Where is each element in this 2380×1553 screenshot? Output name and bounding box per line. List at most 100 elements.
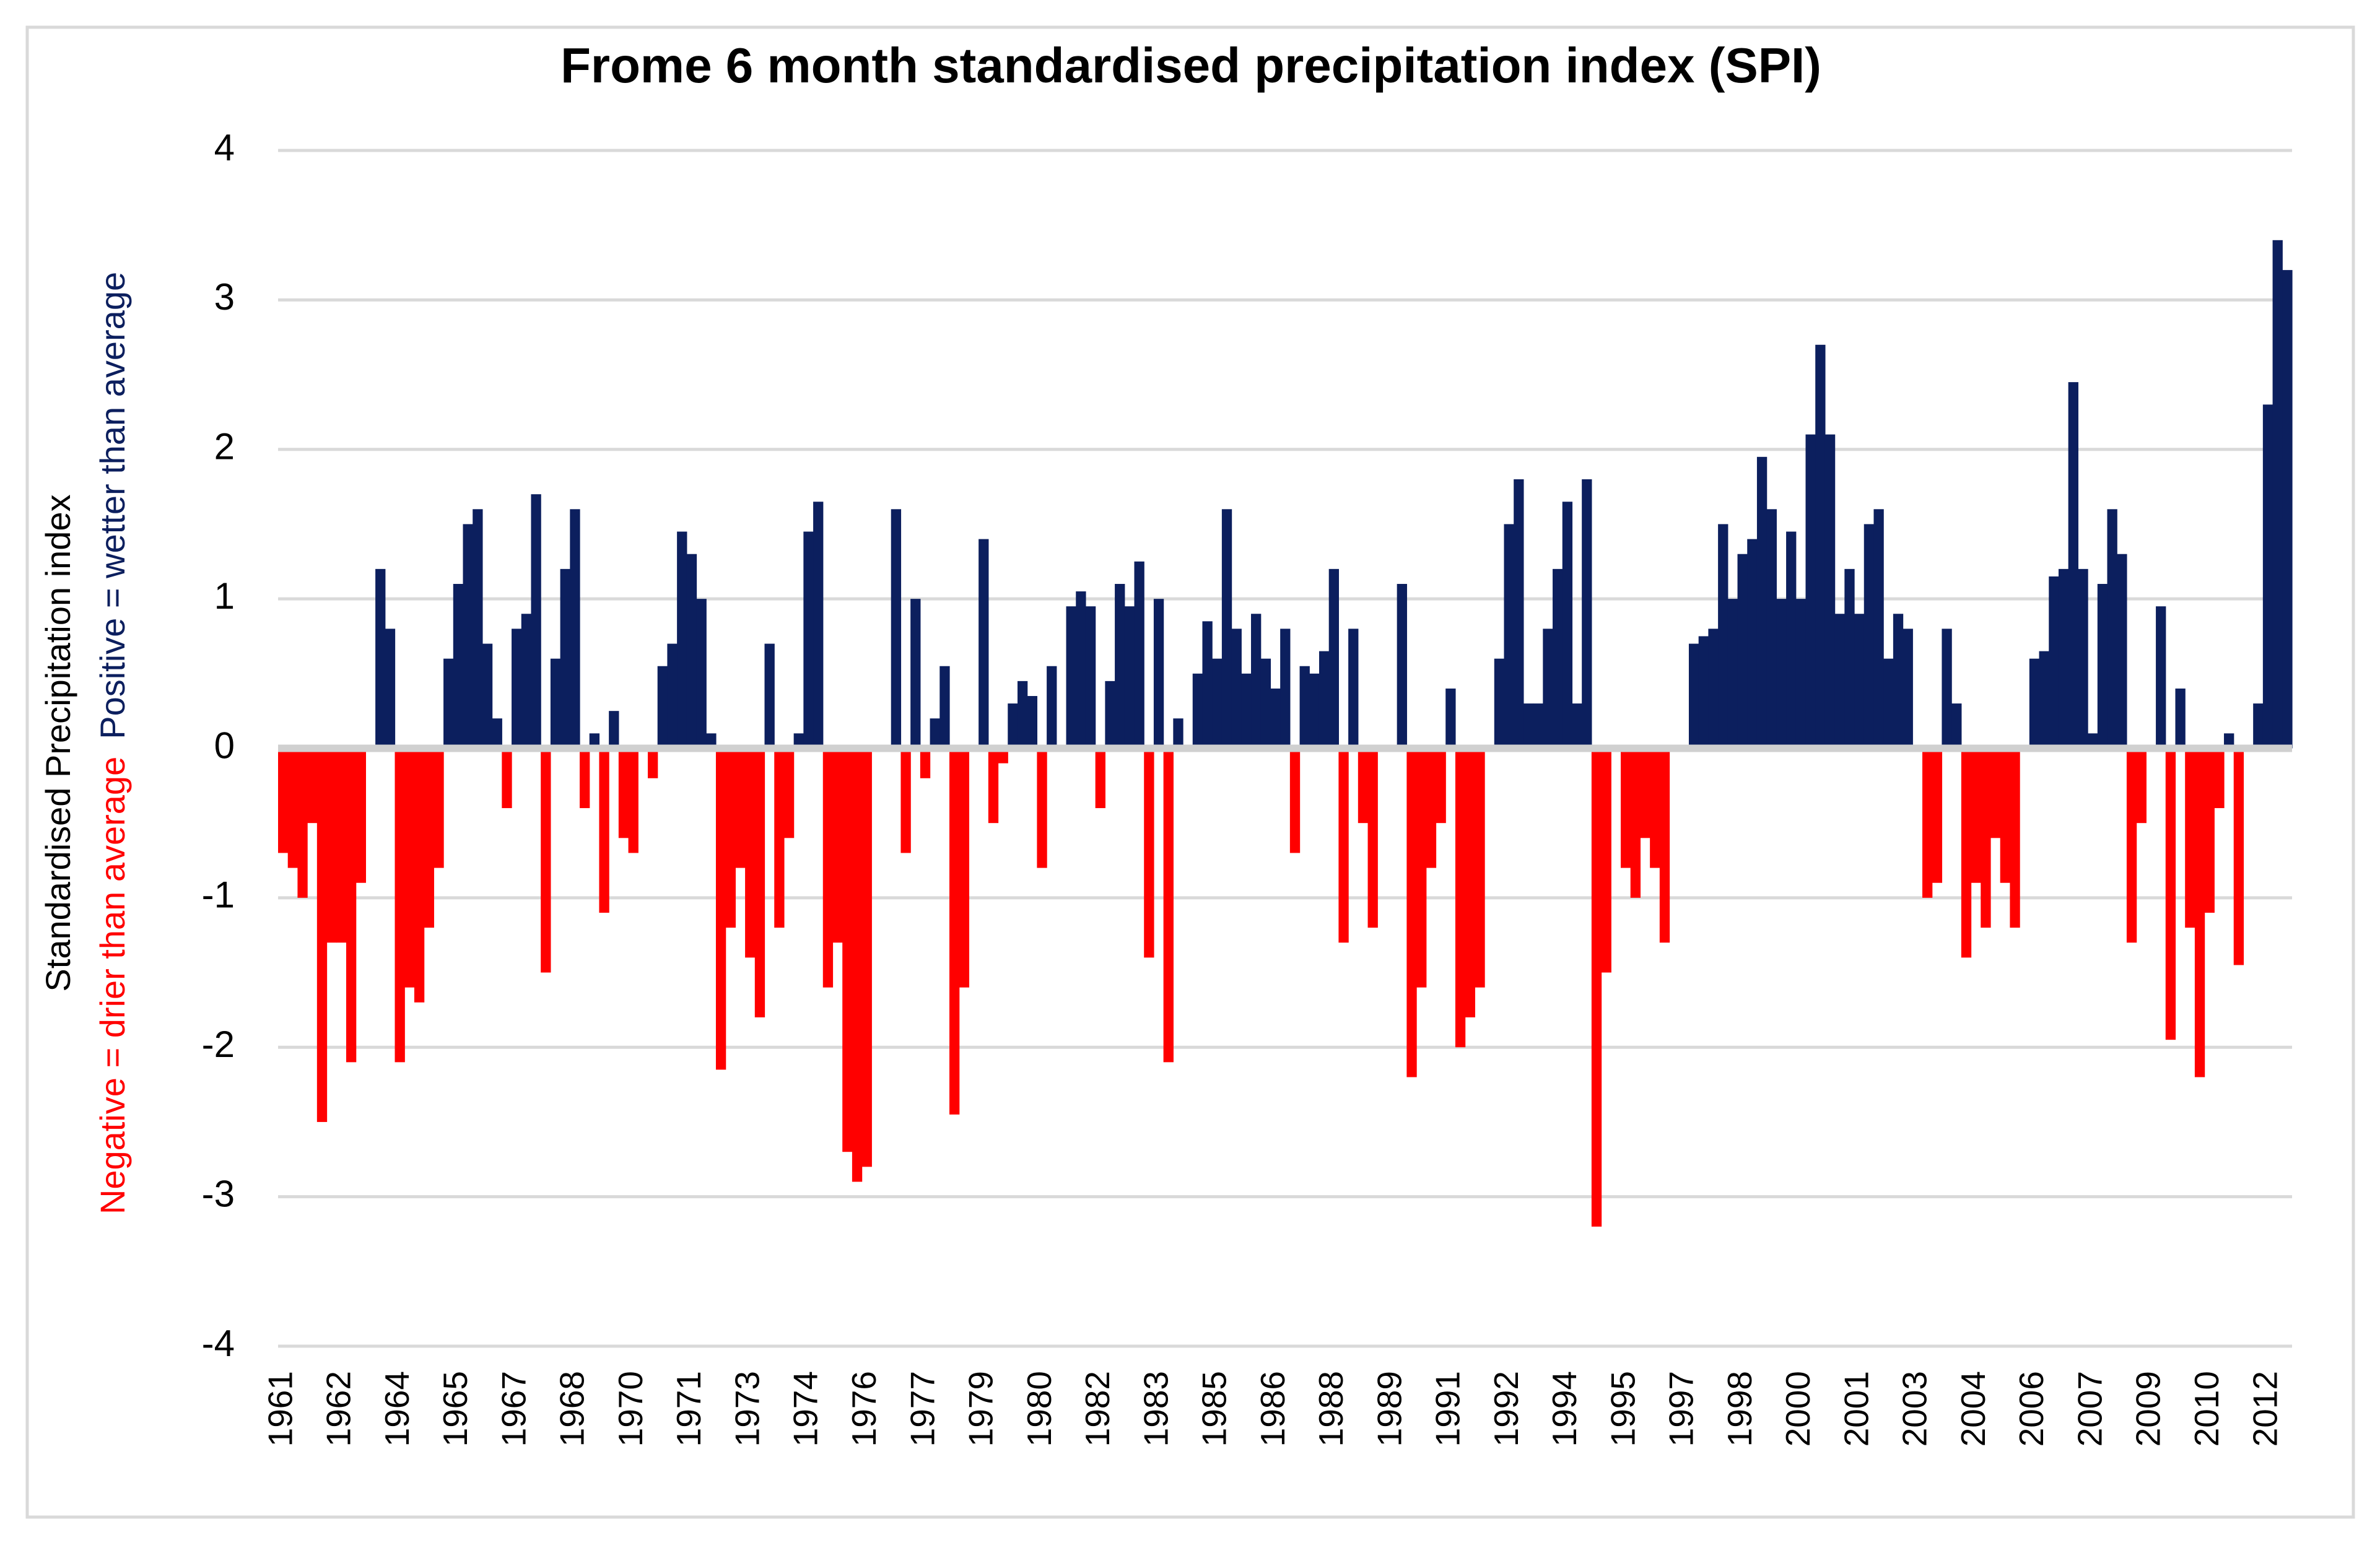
bar <box>1718 524 1728 749</box>
bar <box>1640 748 1650 838</box>
bar <box>2214 748 2225 809</box>
bar <box>2175 688 2186 749</box>
bar <box>2097 583 2108 749</box>
bar <box>1747 539 1758 749</box>
bar <box>783 748 795 838</box>
bar <box>813 502 824 749</box>
y-tick-label: -4 <box>202 1323 235 1364</box>
bar <box>686 554 697 749</box>
bar <box>939 666 950 749</box>
bar <box>1017 681 1028 749</box>
bar <box>1289 748 1301 853</box>
x-tick-label: 1976 <box>845 1371 883 1446</box>
bar <box>1621 748 1631 868</box>
bar <box>1192 673 1203 749</box>
bar <box>1231 629 1242 749</box>
x-tick-label: 1977 <box>903 1371 941 1446</box>
bar <box>998 748 1008 763</box>
bar <box>2282 270 2293 749</box>
bar <box>2107 509 2117 749</box>
bar <box>861 748 872 1167</box>
bar <box>453 583 464 749</box>
bar <box>375 568 386 749</box>
x-tick-label: 1962 <box>320 1371 358 1446</box>
bar <box>316 748 328 1122</box>
bar <box>1309 673 1320 749</box>
x-tick-label: 1988 <box>1312 1371 1350 1446</box>
x-tick-label: 2001 <box>1837 1371 1875 1446</box>
bar <box>979 539 989 749</box>
bar <box>287 748 299 868</box>
bar <box>803 531 814 749</box>
bar <box>1776 599 1787 749</box>
bar <box>1348 629 1359 749</box>
bar <box>1961 748 1972 958</box>
bar <box>764 643 775 749</box>
bar <box>1630 748 1641 898</box>
x-tick-label: 2000 <box>1779 1371 1817 1446</box>
bar <box>2272 240 2283 749</box>
bar <box>1708 629 1719 749</box>
bar <box>1115 583 1125 749</box>
bar <box>570 509 580 749</box>
bar <box>424 748 434 928</box>
bar <box>394 748 405 1063</box>
bar <box>696 599 707 749</box>
bar <box>1903 629 1913 749</box>
x-tick-label: 1991 <box>1429 1371 1467 1446</box>
bar <box>414 748 425 1003</box>
bar <box>618 748 629 838</box>
bar <box>1134 561 1144 749</box>
bar <box>1047 666 1057 749</box>
bar <box>1932 748 1943 883</box>
bar <box>2039 651 2049 749</box>
bar <box>1971 748 1981 883</box>
x-tick-label: 1974 <box>787 1371 825 1446</box>
bar <box>2185 748 2195 928</box>
bar <box>1951 703 1962 749</box>
x-tick-label: 1970 <box>611 1371 650 1446</box>
bar <box>1766 509 1777 749</box>
bar <box>1270 688 1281 749</box>
y-tick-label: 2 <box>214 426 235 468</box>
bar <box>297 748 308 898</box>
bar <box>2078 568 2088 749</box>
bar <box>677 531 687 749</box>
bar <box>2165 748 2176 1040</box>
bar <box>1202 621 1213 749</box>
bar <box>1854 614 1865 749</box>
bar <box>2136 748 2147 824</box>
bar <box>443 658 454 749</box>
bar <box>1173 718 1183 749</box>
x-tick-label: 1989 <box>1370 1371 1408 1446</box>
bar <box>492 718 502 749</box>
bar <box>1027 696 1037 749</box>
bar <box>609 711 619 749</box>
bar <box>1981 748 1991 928</box>
bar <box>2029 658 2040 749</box>
x-tick-label: 1986 <box>1253 1371 1292 1446</box>
bar <box>541 748 551 973</box>
bar <box>346 748 357 1063</box>
bar <box>2088 733 2098 749</box>
bar <box>1260 658 1271 749</box>
bar <box>920 748 931 778</box>
bar <box>1455 748 1466 1048</box>
bar <box>1397 583 1407 749</box>
bar <box>1582 479 1592 749</box>
bar <box>2204 748 2215 913</box>
y-axis-positive-label: Positive = wetter than average <box>93 272 132 739</box>
y-axis-negative-label: Negative = drier than average <box>93 757 132 1214</box>
bar <box>2233 748 2244 965</box>
bar <box>1834 614 1845 749</box>
x-tick-label: 1967 <box>494 1371 533 1446</box>
bar <box>774 748 785 928</box>
x-tick-label: 1995 <box>1603 1371 1642 1446</box>
y-tick-label: 1 <box>214 575 235 617</box>
bar <box>910 599 921 749</box>
bar <box>404 748 415 988</box>
bar <box>959 748 970 988</box>
bar <box>1562 502 1573 749</box>
bar <box>1076 591 1086 749</box>
bar <box>580 748 590 809</box>
